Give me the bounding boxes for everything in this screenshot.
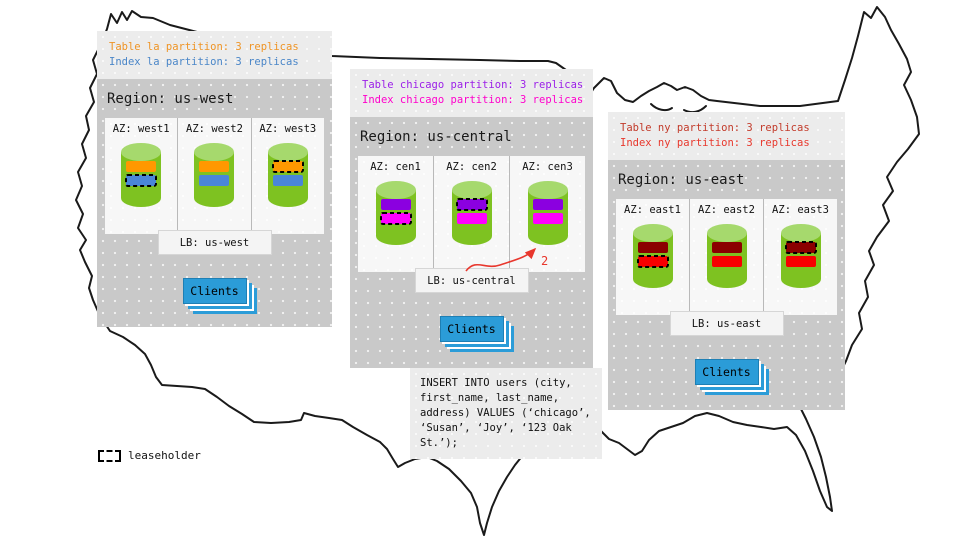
table-replica-bar: [271, 160, 304, 173]
step-number-label: 2: [541, 254, 548, 268]
cylinder-top: [632, 224, 673, 242]
az-column: AZ: cen1: [358, 156, 434, 272]
region-group-us-east: Table ny partition: 3 replicas Index ny p…: [608, 112, 845, 410]
caption-line: Table la partition: 3 replicas: [109, 41, 299, 53]
partition-caption: Table la partition: 3 replicas Index la p…: [97, 31, 332, 79]
az-label: AZ: east2: [698, 204, 755, 216]
cylinder-top: [706, 224, 747, 242]
database-cylinder-icon: [451, 181, 492, 245]
az-column: AZ: cen3: [510, 156, 585, 272]
cylinder-top: [121, 143, 162, 161]
clients-button: Clients: [694, 359, 759, 385]
region-group-us-west: Table la partition: 3 replicas Index la p…: [97, 31, 332, 327]
lb-routing-arrow: 2: [465, 247, 548, 272]
load-balancer-box: LB: us-east: [669, 311, 784, 336]
az-column: AZ: west1: [105, 118, 179, 234]
az-column: AZ: cen2: [434, 156, 510, 272]
table-replica-bar: [455, 198, 488, 211]
az-column: AZ: east1: [616, 199, 690, 315]
region-group-us-central: Table chicago partition: 3 replicas Index…: [350, 69, 593, 368]
az-label: AZ: west3: [259, 123, 317, 135]
table-replica-bar: [199, 161, 230, 172]
partition-caption: Table ny partition: 3 replicas Index ny p…: [608, 112, 845, 160]
az-label: AZ: east3: [772, 204, 829, 216]
az-column: AZ: west2: [178, 118, 252, 234]
region-title: Region: us-west: [107, 91, 234, 107]
az-row: AZ: east1 AZ: east2 AZ: east3: [616, 199, 837, 315]
az-row: AZ: cen1 AZ: cen2 AZ: cen3: [358, 156, 585, 272]
az-column: AZ: east3: [764, 199, 837, 315]
az-row: AZ: west1 AZ: west2 AZ: west3: [105, 118, 324, 234]
index-replica-bar: [532, 213, 563, 224]
caption-line: Table chicago partition: 3 replicas: [362, 79, 584, 91]
az-label: AZ: east1: [624, 204, 681, 216]
region-box: Region: us-central AZ: cen1 AZ: cen2 AZ: ce…: [350, 117, 593, 368]
sql-statement: INSERT INTO users (city, first_name, las…: [410, 368, 602, 459]
index-replica-bar: [785, 256, 816, 267]
database-cylinder-icon: [706, 224, 747, 288]
caption-line: Index ny partition: 3 replicas: [620, 137, 810, 149]
cylinder-top: [527, 181, 568, 199]
clients-button: Clients: [182, 278, 247, 304]
caption-line: Index chicago partition: 3 replicas: [362, 94, 584, 106]
partition-caption: Table chicago partition: 3 replicas Index…: [350, 69, 593, 117]
caption-line: Index la partition: 3 replicas: [109, 56, 299, 68]
index-replica-bar: [636, 255, 669, 268]
table-replica-bar: [532, 199, 563, 210]
leaseholder-label: leaseholder: [128, 449, 201, 462]
load-balancer-box: LB: us-west: [157, 230, 272, 255]
table-replica-bar: [380, 199, 411, 210]
az-label: AZ: cen1: [370, 161, 421, 173]
database-cylinder-icon: [632, 224, 673, 288]
arrow-path: [465, 247, 537, 272]
cylinder-top: [267, 143, 308, 161]
caption-line: Table ny partition: 3 replicas: [620, 122, 810, 134]
index-replica-bar: [272, 175, 303, 186]
az-label: AZ: cen2: [446, 161, 497, 173]
index-replica-bar: [456, 213, 487, 224]
table-replica-bar: [711, 242, 742, 253]
region-box: Region: us-west AZ: west1 AZ: west2 AZ: wes…: [97, 79, 332, 327]
us-outline-path: [75, 6, 920, 536]
index-replica-bar: [125, 174, 158, 187]
load-balancer-box: LB: us-central: [414, 268, 529, 293]
database-cylinder-icon: [121, 143, 162, 207]
az-column: AZ: west3: [252, 118, 324, 234]
az-label: AZ: cen3: [522, 161, 573, 173]
database-cylinder-icon: [780, 224, 821, 288]
table-replica-bar: [784, 241, 817, 254]
great-lakes-squiggle: [650, 103, 707, 114]
leaseholder-legend: leaseholder: [98, 449, 201, 462]
az-label: AZ: west2: [186, 123, 243, 135]
table-replica-bar: [126, 161, 157, 172]
database-cylinder-icon: [375, 181, 416, 245]
az-column: AZ: east2: [690, 199, 764, 315]
leaseholder-swatch-icon: [98, 449, 121, 462]
table-replica-bar: [637, 242, 668, 253]
cylinder-top: [780, 224, 821, 242]
az-label: AZ: west1: [112, 123, 170, 135]
index-replica-bar: [199, 175, 230, 186]
clients-button: Clients: [439, 316, 504, 342]
database-cylinder-icon: [194, 143, 235, 207]
cylinder-top: [451, 181, 492, 199]
index-replica-bar: [711, 256, 742, 267]
index-replica-bar: [379, 212, 412, 225]
database-cylinder-icon: [267, 143, 308, 207]
cylinder-top: [375, 181, 416, 199]
cylinder-top: [194, 143, 235, 161]
database-cylinder-icon: [527, 181, 568, 245]
region-box: Region: us-east AZ: east1 AZ: east2 AZ: eas…: [608, 160, 845, 410]
region-title: Region: us-east: [618, 172, 745, 188]
region-title: Region: us-central: [360, 129, 512, 145]
